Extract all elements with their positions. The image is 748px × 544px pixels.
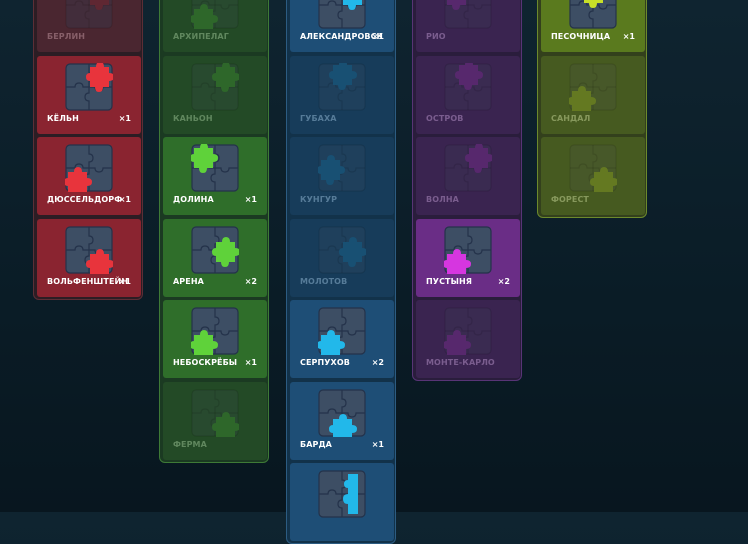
jigsaw-puzzle-icon (318, 62, 366, 111)
jigsaw-puzzle-icon (191, 388, 239, 437)
jigsaw-puzzle-icon (318, 144, 366, 192)
collection-column-purple: РИО ОСТРОВ ВОЛНА ПУСТЫНЯ ×2 МОНТЕ-КАРЛО (412, 0, 522, 381)
puzzle-card[interactable]: АЛЕКСАНДРОВСК ×1 (290, 0, 394, 52)
jigsaw-puzzle-icon (191, 0, 239, 29)
jigsaw-puzzle-icon (191, 307, 239, 355)
collection-column-blue: АЛЕКСАНДРОВСК ×1 ГУБАХА КУНГУР МОЛОТОВ СЕ… (286, 0, 396, 544)
jigsaw-puzzle-icon (191, 225, 239, 274)
puzzle-card[interactable]: ОСТРОВ (416, 55, 520, 134)
puzzle-card-title: ФЕРМА (173, 439, 207, 449)
jigsaw-puzzle-icon (569, 62, 617, 111)
puzzle-card[interactable]: ВОЛНА (416, 137, 520, 215)
puzzle-card[interactable]: БАРДА ×1 (290, 381, 394, 460)
jigsaw-puzzle-icon (318, 388, 366, 437)
collection-column-red: БЕРЛИН КЁЛЬН ×1 ДЮССЕЛЬДОРФ ×1 ВОЛЬФЕНШТЕЙ… (33, 0, 143, 300)
jigsaw-puzzle-icon (318, 470, 366, 518)
jigsaw-puzzle-icon (318, 225, 366, 274)
puzzle-card-count: ×1 (118, 276, 131, 286)
puzzle-card[interactable]: ФЕРМА (163, 381, 267, 460)
puzzle-card-count: ×2 (244, 276, 257, 286)
puzzle-card[interactable]: АРХИПЕЛАГ (163, 0, 267, 52)
jigsaw-puzzle-icon (65, 144, 113, 192)
puzzle-card-count: ×1 (371, 32, 384, 41)
puzzle-card-title: ВОЛЬФЕНШТЕЙН (47, 276, 129, 286)
jigsaw-puzzle-icon (569, 0, 617, 29)
puzzle-card-title: БАРДА (300, 439, 332, 449)
puzzle-card-title: РИО (426, 32, 446, 41)
jigsaw-puzzle-icon (444, 0, 492, 29)
puzzle-card-title: МОЛОТОВ (300, 276, 348, 286)
puzzle-card-count: ×1 (118, 113, 131, 123)
puzzle-card-title: ДОЛИНА (173, 195, 214, 204)
puzzle-card-title: КЁЛЬН (47, 113, 79, 123)
puzzle-card[interactable]: АРЕНА ×2 (163, 218, 267, 297)
jigsaw-puzzle-icon (444, 144, 492, 192)
puzzle-card[interactable]: КАНЬОН (163, 55, 267, 134)
puzzle-card[interactable]: ВОЛЬФЕНШТЕЙН ×1 (37, 218, 141, 297)
puzzle-card[interactable]: НЕБОСКРЁБЫ ×1 (163, 300, 267, 378)
puzzle-card-title: НЕБОСКРЁБЫ (173, 358, 238, 367)
puzzle-card-title: АРХИПЕЛАГ (173, 32, 229, 41)
puzzle-card-title: ФОРЕСТ (551, 195, 589, 204)
puzzle-card-title: КАНЬОН (173, 113, 213, 123)
puzzle-card-count: ×1 (244, 358, 257, 367)
puzzle-card-title: КУНГУР (300, 195, 338, 204)
puzzle-card[interactable]: БЕРЛИН (37, 0, 141, 52)
jigsaw-puzzle-icon (444, 225, 492, 274)
puzzle-card-count: ×2 (497, 276, 510, 286)
puzzle-card-count: ×2 (371, 358, 384, 367)
jigsaw-puzzle-icon (318, 307, 366, 355)
collection-column-green: АРХИПЕЛАГ КАНЬОН ДОЛИНА ×1 АРЕНА ×2 НЕБОСК… (159, 0, 269, 463)
jigsaw-puzzle-icon (318, 0, 366, 29)
puzzle-card-count: ×1 (622, 32, 635, 41)
puzzle-card[interactable]: СЕРПУХОВ ×2 (290, 300, 394, 378)
puzzle-card-title: СЕРПУХОВ (300, 358, 350, 367)
puzzle-card[interactable] (290, 463, 394, 541)
puzzle-card-title: ПЕСОЧНИЦА (551, 32, 611, 41)
jigsaw-puzzle-icon (444, 307, 492, 355)
puzzle-card-title: ДЮССЕЛЬДОРФ (47, 195, 123, 204)
puzzle-card-title: САНДАЛ (551, 113, 591, 123)
jigsaw-puzzle-icon (65, 225, 113, 274)
jigsaw-puzzle-icon (65, 62, 113, 111)
jigsaw-puzzle-icon (569, 144, 617, 192)
puzzle-card[interactable]: МОНТЕ-КАРЛО (416, 300, 520, 378)
puzzle-card-count: ×1 (371, 439, 384, 449)
puzzle-card-title: АЛЕКСАНДРОВСК (300, 32, 384, 41)
puzzle-card-title: ГУБАХА (300, 113, 337, 123)
jigsaw-puzzle-icon (65, 0, 113, 29)
puzzle-card[interactable]: ГУБАХА (290, 55, 394, 134)
puzzle-card[interactable]: РИО (416, 0, 520, 52)
puzzle-card-title: БЕРЛИН (47, 32, 86, 41)
puzzle-card[interactable]: САНДАЛ (541, 55, 645, 134)
puzzle-card-count: ×1 (118, 195, 131, 204)
collection-column-lime: ПЕСОЧНИЦА ×1 САНДАЛ ФОРЕСТ (537, 0, 647, 218)
puzzle-card-title: АРЕНА (173, 276, 204, 286)
jigsaw-puzzle-icon (444, 62, 492, 111)
puzzle-card-count: ×1 (244, 195, 257, 204)
puzzle-card[interactable]: ПУСТЫНЯ ×2 (416, 218, 520, 297)
puzzle-card[interactable]: МОЛОТОВ (290, 218, 394, 297)
puzzle-card-title: МОНТЕ-КАРЛО (426, 358, 495, 367)
jigsaw-puzzle-icon (191, 144, 239, 192)
puzzle-card[interactable]: ДЮССЕЛЬДОРФ ×1 (37, 137, 141, 215)
puzzle-card-title: ПУСТЫНЯ (426, 276, 473, 286)
puzzle-card[interactable]: КУНГУР (290, 137, 394, 215)
puzzle-card-title: ВОЛНА (426, 195, 459, 204)
jigsaw-puzzle-icon (191, 62, 239, 111)
puzzle-card[interactable]: КЁЛЬН ×1 (37, 55, 141, 134)
puzzle-card[interactable]: ДОЛИНА ×1 (163, 137, 267, 215)
puzzle-card-title: ОСТРОВ (426, 113, 464, 123)
puzzle-card[interactable]: ФОРЕСТ (541, 137, 645, 215)
puzzle-card[interactable]: ПЕСОЧНИЦА ×1 (541, 0, 645, 52)
